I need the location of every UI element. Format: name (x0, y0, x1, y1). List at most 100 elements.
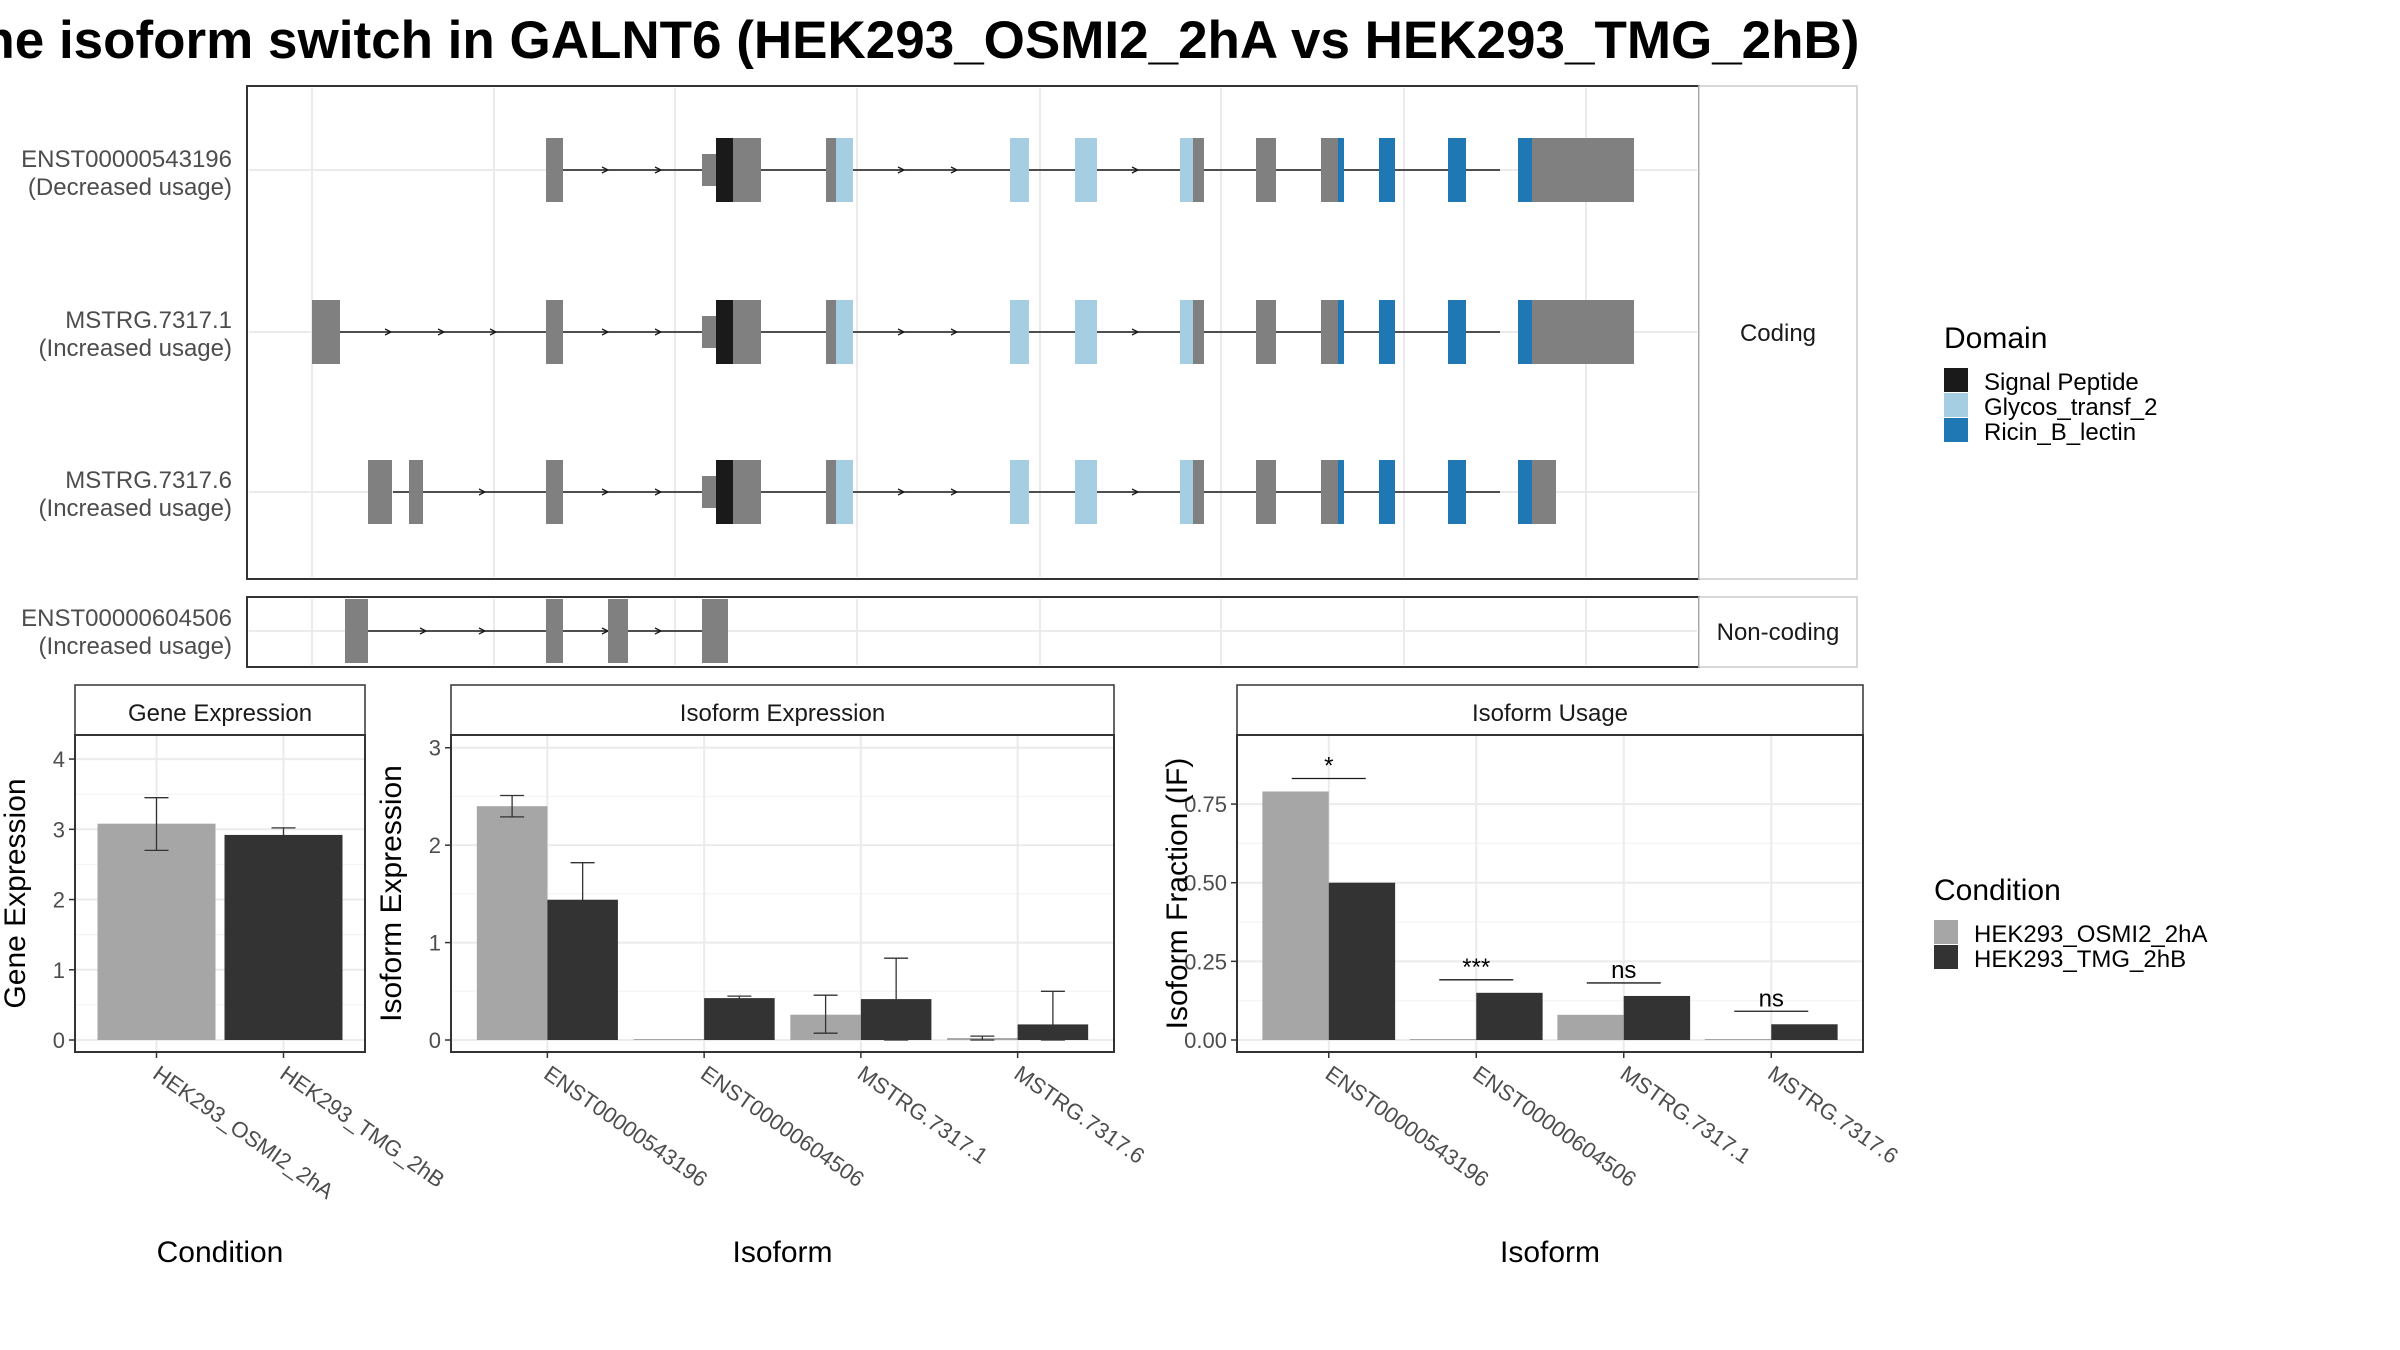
transcript-id-2: MSTRG.7317.1 (65, 307, 232, 334)
intron-arrow-c1-0 (897, 166, 906, 174)
chart2-xtick-label-3: MSTRG.7317.6 (1010, 1061, 1150, 1169)
ricin-3-1 (1338, 460, 1344, 524)
chart1-ytick-label-4: 4 (53, 747, 65, 772)
nc-exon-1 (345, 599, 368, 663)
ricin-1-1 (1338, 138, 1344, 202)
chart2-bar-1-1 (704, 998, 775, 1040)
intron-arrow-c2-0 (897, 328, 906, 336)
transcript-usage-3: (Increased usage) (39, 495, 232, 522)
intron-arrow-c3-0 (897, 488, 906, 496)
legend-label-glycos: Glycos_transf_2 (1984, 394, 2157, 421)
chart3-xtick-label-0: ENST00000543196 (1321, 1061, 1494, 1192)
intron-arrow-t2-1 (437, 328, 446, 336)
legend-label-cond-a: HEK293_OSMI2_2hA (1974, 921, 2207, 948)
chart3-xtick-label-3: MSTRG.7317.6 (1763, 1061, 1903, 1169)
intron-arrow-t2-2 (489, 328, 498, 336)
chart1-ytick-label-2: 2 (53, 888, 65, 913)
domain-legend-title: Domain (1944, 322, 2047, 355)
chart1-bar-0-0 (97, 823, 216, 1040)
intron-arrow-nc-1 (478, 627, 487, 635)
intron-arrow-t1-0 (601, 166, 610, 174)
nc-exon-4 (702, 599, 728, 663)
transcript-usage-2: (Increased usage) (39, 335, 232, 362)
chart2-ytick-label-3: 3 (429, 736, 441, 761)
glycos-1-4 (1180, 138, 1193, 202)
exon-2-second (546, 300, 563, 364)
chart3-bar-1-0 (1409, 1039, 1477, 1040)
chart3-ytick-label-0: 0.00 (1184, 1028, 1227, 1053)
exon-3-d (1193, 460, 1204, 524)
chart3-ytick-label-3: 0.75 (1184, 792, 1227, 817)
chart3-bar-2-1 (1623, 995, 1691, 1040)
exon-2-e (1256, 300, 1276, 364)
ricin-2-2 (1379, 300, 1395, 364)
exon-1-e (1256, 138, 1276, 202)
ricin-3-2 (1379, 460, 1395, 524)
exon-2-d (1193, 300, 1204, 364)
intron-arrow-c3-2 (1131, 488, 1140, 496)
chart3-sig-label-2: ns (1611, 957, 1636, 984)
chart2-bar-0-0 (476, 806, 548, 1040)
chart3-sig-label-0: * (1324, 752, 1333, 779)
exon-3-f (1321, 460, 1338, 524)
chart1-ytick-label-1: 1 (53, 958, 65, 983)
utr-2-end (1536, 300, 1634, 364)
chart2-strip (450, 684, 1115, 736)
intron-arrow-t2-0 (384, 328, 393, 336)
coding-strip (1698, 85, 1858, 580)
transcript-id-4: ENST00000604506 (21, 605, 232, 632)
glycos-2-2 (1010, 300, 1029, 364)
transcript-usage-4: (Increased usage) (39, 633, 232, 660)
ricin-3-4 (1518, 460, 1532, 524)
chart3-strip-title: Isoform Usage (1472, 700, 1628, 727)
chart3-xlabel: Isoform (1500, 1236, 1600, 1269)
chart3-bar-2-0 (1557, 1014, 1624, 1040)
ricin-1-4 (1518, 138, 1532, 202)
exon-3-third (546, 460, 563, 524)
exon-2-b (733, 300, 761, 364)
exon-2-g (1532, 300, 1536, 364)
intron-arrow-c3-1 (950, 488, 959, 496)
utr-1-end (1536, 138, 1634, 202)
exon-2-f (1321, 300, 1338, 364)
legend-label-signal-peptide: Signal Peptide (1984, 369, 2139, 396)
chart1-xlabel: Condition (157, 1236, 284, 1269)
legend-swatch-ricin (1944, 418, 1968, 442)
chart1-strip-title: Gene Expression (128, 700, 312, 727)
chart1-strip (74, 684, 366, 736)
chart3-bar-3-0 (1704, 1039, 1772, 1040)
chart2-xtick-label-2: MSTRG.7317.1 (853, 1061, 993, 1169)
chart2-xtick-label-1: ENST00000604506 (696, 1061, 869, 1192)
exon-3-second (409, 460, 423, 524)
glycos-1-3 (1075, 138, 1097, 202)
chart2-xtick-label-0: ENST00000543196 (540, 1061, 713, 1192)
transcript-structures (312, 138, 1634, 663)
chart2-ytick-label-2: 2 (429, 833, 441, 858)
ricin-2-1 (1338, 300, 1344, 364)
noncoding-strip (1698, 596, 1858, 668)
intron-arrow-t3-1 (601, 488, 610, 496)
legend-swatch-signal-peptide (1944, 368, 1968, 392)
chart3-bar-1-1 (1476, 992, 1543, 1040)
intron-arrow-t2-4 (654, 328, 663, 336)
chart3-bar-3-1 (1771, 1024, 1838, 1040)
chart3-sig-label-3: ns (1759, 985, 1784, 1012)
chart3-xtick-label-1: ENST00000604506 (1468, 1061, 1641, 1192)
chart1-ylabel: Gene Expression (0, 778, 32, 1008)
exon-1-first (546, 138, 563, 202)
transcript-id-1: ENST00000543196 (21, 146, 232, 173)
exon-2-first (312, 300, 340, 364)
exon-3-first (368, 460, 392, 524)
chart1-ytick-label-0: 0 (53, 1028, 65, 1053)
ricin-2-3 (1448, 300, 1466, 364)
intron-arrow-nc-3 (654, 627, 663, 635)
glycos-2-1 (836, 300, 853, 364)
legend-label-ricin: Ricin_B_lectin (1984, 419, 2136, 446)
glycos-1-2 (1010, 138, 1029, 202)
intron-arrow-t2-3 (601, 328, 610, 336)
nc-exon-3 (608, 599, 628, 663)
utr-3-end (1536, 460, 1556, 524)
plot-title: The isoform switch in GALNT6 (HEK293_OSM… (0, 11, 1859, 70)
legend-label-cond-b: HEK293_TMG_2hB (1974, 946, 2186, 973)
condition-legend: Condition HEK293_OSMI2_2hA HEK293_TMG_2h… (1934, 874, 2207, 973)
